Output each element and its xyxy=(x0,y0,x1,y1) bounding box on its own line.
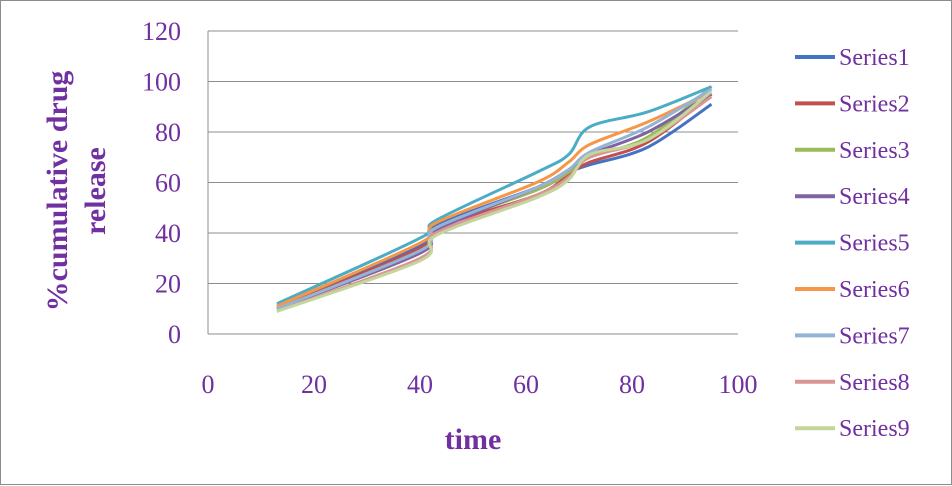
x-tick-label: 60 xyxy=(513,370,539,399)
y-tick-label: 100 xyxy=(142,68,181,97)
legend-item: Series3 xyxy=(795,138,910,164)
legend: Series1 Series2 Series3 Series4 Series5 Serie… xyxy=(795,45,910,442)
x-tick-label: 80 xyxy=(619,370,645,399)
y-axis-title: %cumulative drug release xyxy=(41,71,112,312)
series-line-5 xyxy=(276,85,713,306)
y-tick-label: 40 xyxy=(155,219,181,248)
y-tick-labels: 0 20 40 60 80 100 120 xyxy=(142,17,181,349)
x-tick-labels: 0 20 40 60 80 100 xyxy=(202,370,758,399)
y-tick-label: 80 xyxy=(155,118,181,147)
legend-label: Series2 xyxy=(839,91,910,117)
legend-item: Series7 xyxy=(795,323,910,349)
legend-label: Series5 xyxy=(839,231,910,257)
legend-label: Series7 xyxy=(839,323,910,349)
legend-item: Series9 xyxy=(795,416,910,442)
legend-item: Series5 xyxy=(795,231,910,257)
legend-item: Series8 xyxy=(795,370,910,396)
legend-label: Series4 xyxy=(839,184,910,210)
x-tick-label: 40 xyxy=(407,370,433,399)
legend-item: Series1 xyxy=(795,45,910,71)
legend-item: Series4 xyxy=(795,184,910,210)
y-tick-label: 20 xyxy=(155,270,181,299)
x-axis-title: time xyxy=(445,423,502,456)
x-tick-label: 0 xyxy=(202,370,215,399)
legend-label: Series6 xyxy=(839,277,910,303)
y-axis-title-line-2: release xyxy=(79,147,112,235)
legend-label: Series1 xyxy=(839,45,910,71)
series-lines xyxy=(276,85,713,313)
y-tick-label: 0 xyxy=(168,320,181,349)
series-line-7 xyxy=(276,87,713,311)
legend-item: Series2 xyxy=(795,91,910,117)
legend-label: Series8 xyxy=(839,370,910,396)
y-tick-label: 120 xyxy=(142,17,181,46)
series-line-9 xyxy=(276,90,713,313)
x-tick-label: 100 xyxy=(719,370,758,399)
series-line-6 xyxy=(276,90,713,308)
legend-label: Series9 xyxy=(839,416,910,442)
gridlines xyxy=(208,30,738,335)
legend-item: Series6 xyxy=(795,277,910,303)
y-axis-title-line-1: %cumulative drug xyxy=(41,71,74,312)
x-tick-label: 20 xyxy=(301,370,327,399)
y-tick-label: 60 xyxy=(155,169,181,198)
legend-label: Series3 xyxy=(839,138,910,164)
